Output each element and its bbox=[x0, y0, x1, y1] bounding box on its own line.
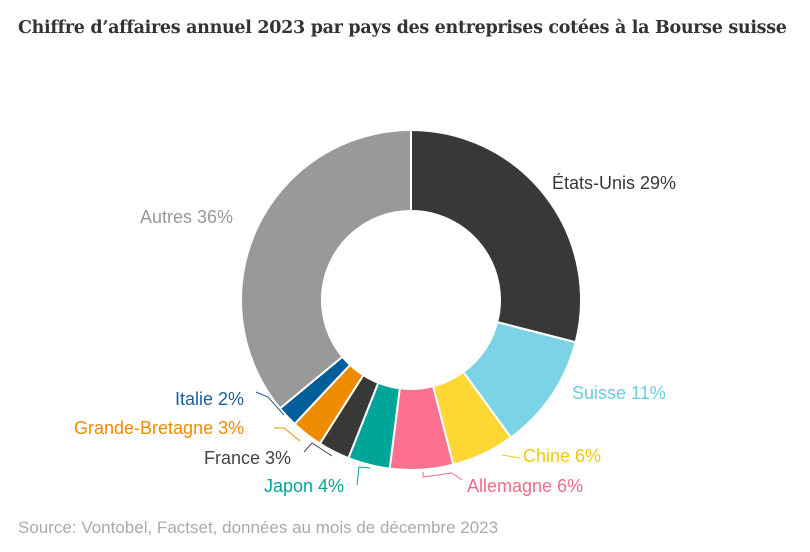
leader-france bbox=[303, 442, 333, 457]
slice-0 bbox=[410, 128, 582, 344]
leader-japon bbox=[356, 466, 371, 486]
leader-chine bbox=[501, 454, 521, 459]
label-etats-unis: États-Unis 29% bbox=[552, 173, 677, 193]
label-allemagne: Allemagne 6% bbox=[467, 476, 584, 496]
chart-title: Chiffre d’affaires annuel 2023 par pays … bbox=[18, 18, 787, 38]
label-japon: Japon 4% bbox=[264, 476, 345, 496]
label-suisse: Suisse 11% bbox=[572, 383, 666, 403]
label-france: France 3% bbox=[204, 448, 292, 468]
label-italie: Italie 2% bbox=[175, 389, 245, 409]
source-note: Source: Vontobel, Factset, données au mo… bbox=[18, 518, 499, 537]
slice-8 bbox=[240, 128, 412, 410]
leader-grande-bretagne bbox=[274, 427, 301, 442]
label-chine: Chine 6% bbox=[523, 446, 602, 466]
leader-allemagne bbox=[422, 472, 463, 481]
leader-italie bbox=[255, 391, 285, 416]
label-autres: Autres 36% bbox=[140, 207, 234, 227]
label-grande-bretagne: Grande-Bretagne 3% bbox=[74, 418, 245, 438]
